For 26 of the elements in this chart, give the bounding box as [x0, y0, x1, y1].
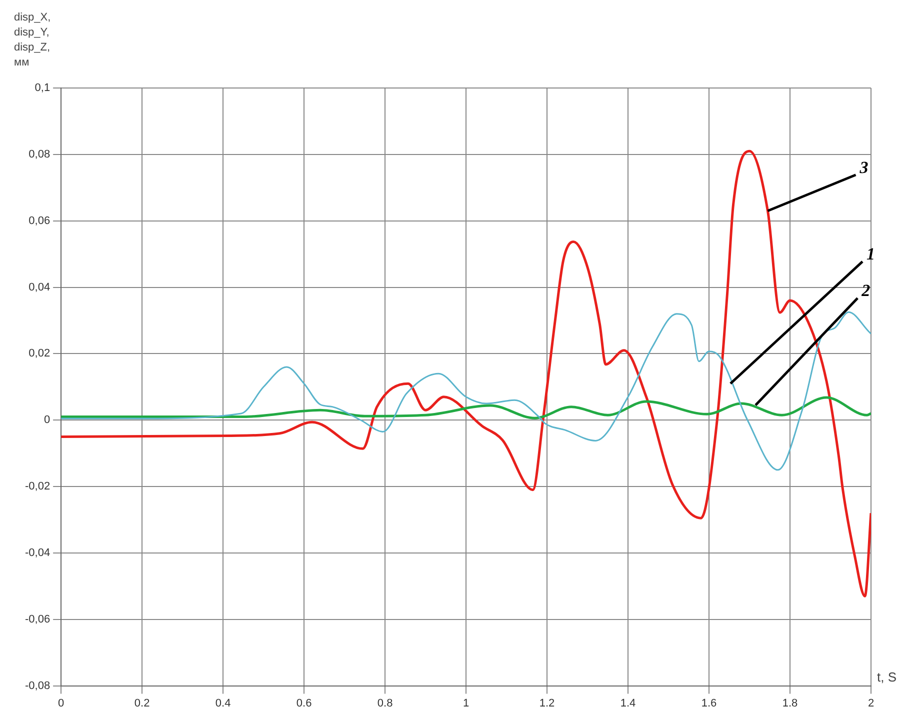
y-tick-label: 0,06 [28, 214, 50, 227]
x-tick-label: 1.8 [782, 697, 798, 710]
x-tick-label: 0.8 [377, 697, 393, 710]
x-tick-label: 0.2 [134, 697, 150, 710]
y-tick-label: 0 [44, 414, 50, 426]
y-axis-title: disp_X, disp_Y, disp_Z, мм [14, 12, 51, 69]
x-tick-label: 1.2 [539, 697, 555, 710]
annotation: 1 [866, 244, 875, 264]
x-tick-label: 1 [462, 697, 470, 710]
y-tick-label: -0,06 [24, 613, 50, 626]
x-tick-label: 0.4 [215, 697, 231, 710]
y-tick-label: 0,08 [28, 148, 50, 160]
y-tick-label: -0,08 [24, 680, 50, 692]
y-tick-label: 0,02 [28, 348, 50, 360]
y-tick-label: 0,04 [28, 281, 50, 294]
y-tick-label: -0,04 [24, 546, 50, 559]
x-tick-label: 1.6 [701, 697, 717, 710]
annotation: 3 [858, 158, 869, 177]
x-tick-label: 2 [868, 697, 874, 710]
x-axis-title: t, S [877, 669, 897, 684]
y-tick-label: -0,02 [24, 480, 50, 493]
annotation: 2 [860, 281, 871, 300]
y-tick-label: 0,1 [34, 82, 50, 94]
x-tick-label: 0.6 [296, 697, 312, 710]
x-tick-label: 1.4 [620, 697, 636, 710]
x-tick-label: 0 [58, 697, 64, 710]
